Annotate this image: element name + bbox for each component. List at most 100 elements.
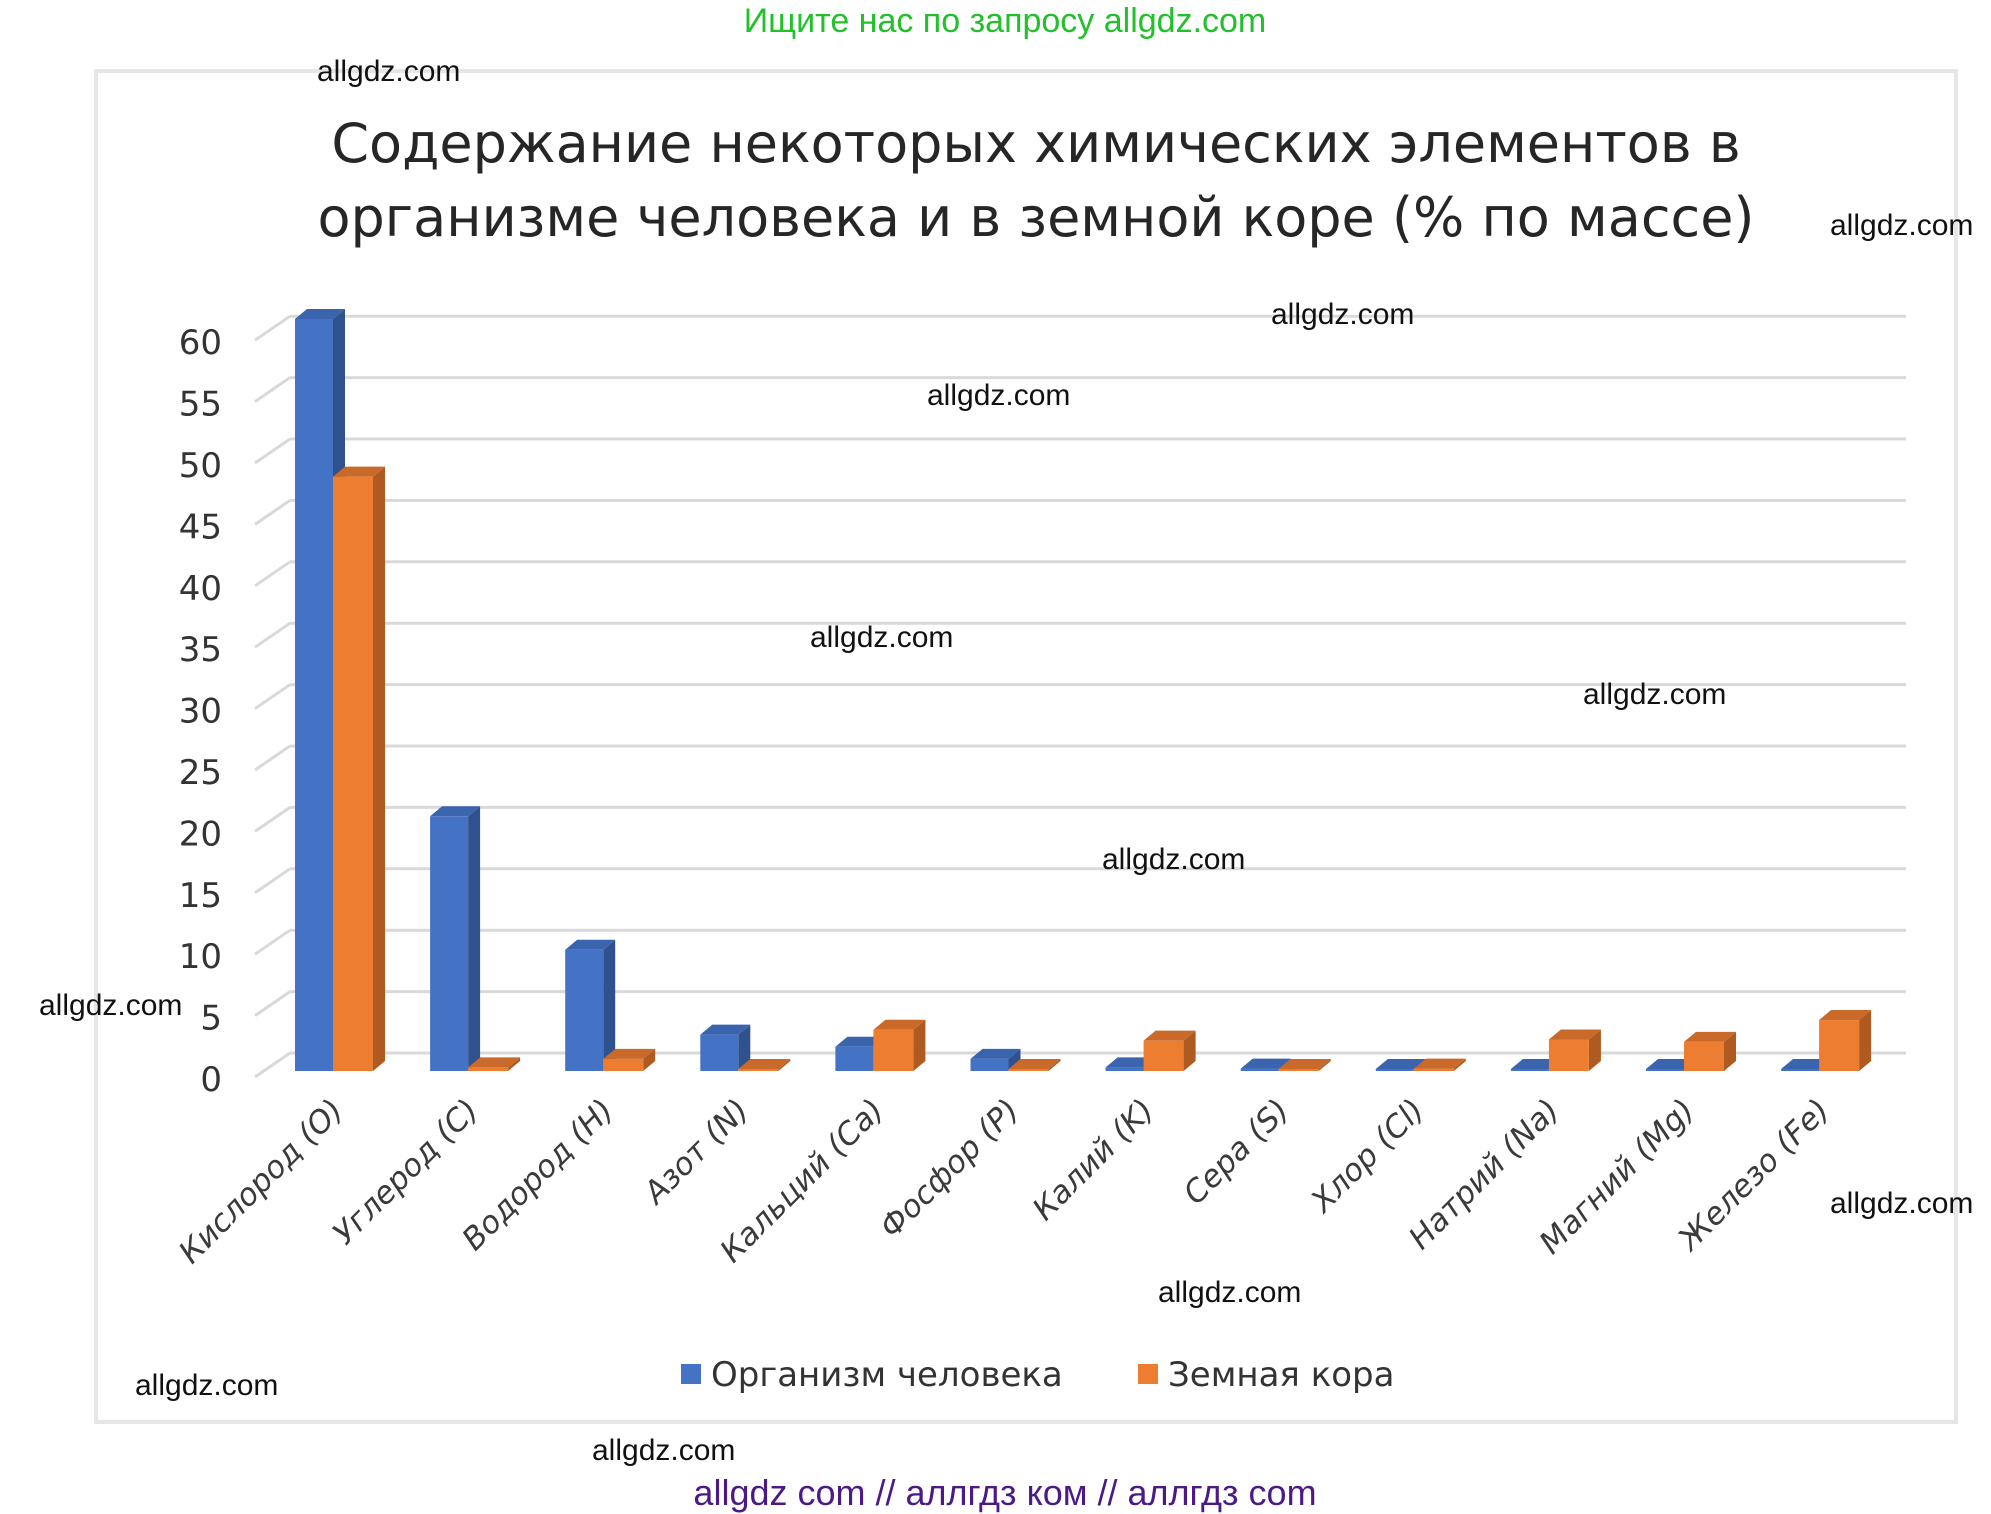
legend-item-crust[interactable]: Земная кора <box>1138 1355 1394 1395</box>
bar-front <box>1375 1069 1414 1071</box>
top-banner[interactable]: Ищите нас по запросу allgdz.com <box>744 2 1267 40</box>
bar-crust[interactable] <box>1548 1029 1601 1071</box>
bar-front <box>468 1067 509 1071</box>
bar-top <box>970 1048 1021 1059</box>
bar-side <box>1008 1048 1021 1071</box>
y-tick-label: 25 <box>179 753 222 793</box>
y-axis-labels: 0 5 10 15 20 25 30 35 40 45 50 55 60 <box>179 323 222 1100</box>
y-tick-label: 35 <box>179 630 222 670</box>
gridline-depth-tick <box>254 314 291 342</box>
chart-title-line-1: Содержание некоторых химических элементо… <box>331 112 1740 175</box>
gridline-depth-tick <box>254 990 291 1017</box>
y-tick-label: 50 <box>179 446 222 486</box>
chart-title-line-2: организме человека и в земной коре (% по… <box>317 186 1754 249</box>
legend-swatch-crust <box>1138 1364 1158 1384</box>
watermark-text: allgdz.com <box>1158 1276 1301 1309</box>
gridline-depth-tick <box>254 499 291 526</box>
bar-front <box>873 1029 914 1071</box>
bar-side <box>738 1024 751 1071</box>
bar-crust[interactable] <box>333 466 385 1071</box>
bar-top <box>1278 1059 1331 1069</box>
bar-top <box>1548 1029 1601 1040</box>
bar-top <box>1510 1059 1561 1069</box>
bar-crust[interactable] <box>1684 1031 1736 1071</box>
bar-crust[interactable] <box>1143 1030 1196 1071</box>
bar-side <box>603 939 616 1071</box>
bar-side <box>778 1059 791 1071</box>
y-tick-label: 40 <box>179 569 222 609</box>
bar-crust[interactable] <box>1819 1010 1872 1071</box>
bar-front <box>970 1058 1009 1071</box>
bar-front <box>1684 1041 1724 1071</box>
y-tick-label: 30 <box>179 692 222 732</box>
bar-side <box>508 1057 521 1071</box>
watermark-text: allgdz.com <box>810 621 953 654</box>
bar-front <box>1548 1039 1589 1071</box>
legend: Организм человека Земная кора <box>681 1355 1394 1395</box>
watermark-text: allgdz.com <box>1102 843 1245 876</box>
bar-crust[interactable] <box>1008 1059 1061 1071</box>
bar-top <box>565 939 616 950</box>
bar-front <box>333 476 373 1071</box>
bar-human[interactable] <box>700 1024 751 1071</box>
bar-top <box>1143 1030 1196 1041</box>
bar-top <box>1781 1059 1832 1069</box>
bar-crust[interactable] <box>1413 1058 1466 1071</box>
bar-top <box>873 1019 926 1030</box>
watermark-text: allgdz.com <box>1271 298 1414 331</box>
bar-human[interactable] <box>565 939 616 1071</box>
watermarks: allgdz.com allgdz.com allgdz.com allgdz.com… <box>39 55 1973 1467</box>
bar-top <box>1375 1059 1426 1069</box>
bar-side <box>1724 1031 1736 1071</box>
bar-side <box>1588 1029 1601 1071</box>
y-tick-label: 55 <box>179 385 222 425</box>
bar-human[interactable] <box>970 1048 1021 1071</box>
bar-side <box>643 1048 656 1071</box>
bottom-banner[interactable]: allgdz com // аллгдз ком // аллгдз com <box>693 1472 1316 1513</box>
bar-front <box>700 1034 739 1071</box>
bar-side <box>1318 1059 1331 1071</box>
bar-top <box>1819 1010 1872 1021</box>
y-tick-label: 10 <box>179 937 222 977</box>
bar-front <box>1278 1069 1319 1071</box>
bar-human[interactable] <box>430 806 481 1071</box>
gridline-depth-tick <box>254 376 291 403</box>
bar-front <box>1781 1069 1820 1071</box>
chart-title: Содержание некоторых химических элементо… <box>317 112 1754 249</box>
bar-crust[interactable] <box>468 1057 521 1071</box>
bar-front <box>1646 1069 1684 1071</box>
y-tick-label: 60 <box>179 323 222 363</box>
legend-item-human[interactable]: Организм человека <box>681 1355 1063 1395</box>
watermark-text: allgdz.com <box>1830 209 1973 242</box>
bar-crust[interactable] <box>738 1059 791 1071</box>
bar-front <box>738 1069 779 1071</box>
bar-front <box>1510 1069 1549 1071</box>
bar-crust[interactable] <box>873 1019 926 1071</box>
watermark-text: allgdz.com <box>927 379 1070 412</box>
y-tick-label: 5 <box>200 999 222 1039</box>
gridline-depth-tick <box>254 621 291 649</box>
gridline-depth-tick <box>254 560 291 588</box>
bar-top <box>333 466 385 477</box>
bar-side <box>468 806 481 1071</box>
watermark-text: allgdz.com <box>135 1369 278 1402</box>
bar-front <box>1240 1068 1279 1071</box>
bar-front <box>1819 1020 1860 1071</box>
y-tick-label: 15 <box>179 876 222 916</box>
bar-top <box>295 308 345 319</box>
bar-crust[interactable] <box>603 1048 656 1071</box>
gridline-depth-tick <box>254 1051 291 1079</box>
bar-side <box>1183 1030 1196 1071</box>
watermark-text: allgdz.com <box>592 1434 735 1467</box>
legend-label-crust: Земная кора <box>1168 1355 1394 1395</box>
bar-crust[interactable] <box>1278 1059 1331 1071</box>
bar-top <box>1240 1058 1291 1069</box>
gridline-depth-tick <box>254 867 291 895</box>
legend-label-human: Организм человека <box>711 1355 1063 1395</box>
bar-top <box>603 1048 656 1059</box>
gridlines <box>254 314 1906 1079</box>
bar-top <box>738 1059 791 1069</box>
bar-top <box>1413 1058 1466 1069</box>
watermark-text: allgdz.com <box>317 55 460 88</box>
gridline-depth-tick <box>254 928 291 956</box>
